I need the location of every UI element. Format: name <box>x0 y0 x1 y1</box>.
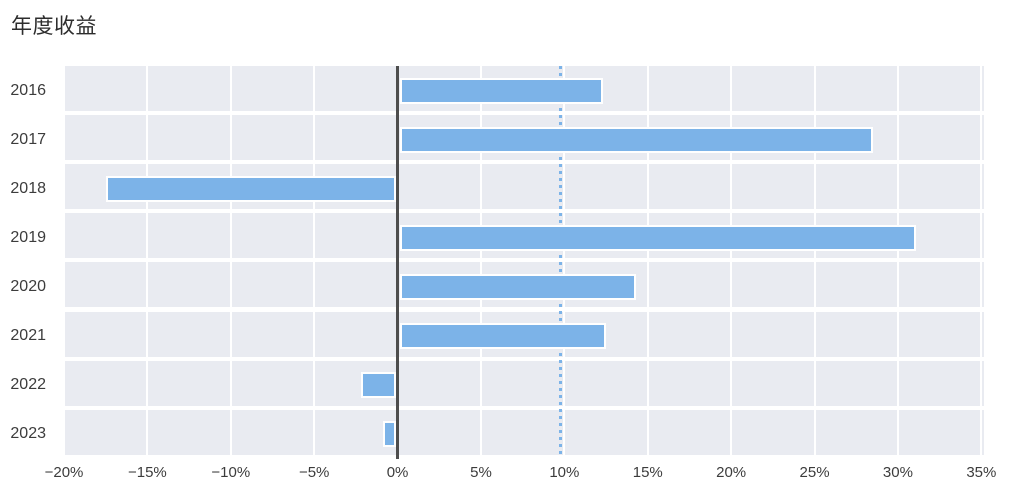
gridline-−10% <box>229 66 232 455</box>
x-axis-label: 20% <box>716 464 747 481</box>
y-axis-label-2017: 2017 <box>10 130 46 148</box>
x-axis-label: 25% <box>799 464 830 481</box>
gridline-25% <box>813 66 816 455</box>
x-axis-label: 5% <box>470 464 492 481</box>
x-axis-label: −20% <box>44 464 84 481</box>
x-axis-label: −10% <box>211 464 251 481</box>
bar-2022[interactable] <box>360 372 396 399</box>
gridline-15% <box>646 66 649 455</box>
y-axis-label-2023: 2023 <box>10 425 46 443</box>
bar-2023[interactable] <box>382 421 396 448</box>
bar-2020[interactable] <box>399 273 637 300</box>
x-axis-label: 10% <box>549 464 580 481</box>
bar-2016[interactable] <box>399 77 603 104</box>
x-axis-label: 30% <box>882 464 913 481</box>
gridline-20% <box>730 66 733 455</box>
row-band-2022 <box>64 360 984 406</box>
y-axis-label-2022: 2022 <box>10 376 46 394</box>
bar-2018[interactable] <box>105 175 396 202</box>
gridline-−20% <box>63 66 65 455</box>
chart-title: 年度收益 <box>11 15 97 38</box>
y-axis-label-2016: 2016 <box>10 81 46 99</box>
row-band-2023 <box>64 409 984 455</box>
x-axis-label: 0% <box>386 464 409 481</box>
plot-area: 2016 2017 2018 2019 2020 2021 2022 2023 −20% −15%… <box>10 66 996 481</box>
y-axis-label-2018: 2018 <box>10 179 46 197</box>
bar-2019[interactable] <box>399 224 917 251</box>
gridline-10% <box>563 66 566 455</box>
bar-2021[interactable] <box>399 323 607 349</box>
gridline-−5% <box>313 66 316 455</box>
x-axis-label: −5% <box>298 464 330 481</box>
gridline-−15% <box>146 66 149 455</box>
x-axis-label: 15% <box>632 464 663 481</box>
x-axis-label: 35% <box>966 464 997 481</box>
y-axis-label-2021: 2021 <box>10 327 46 344</box>
bar-2017[interactable] <box>399 126 873 153</box>
gridline-30% <box>896 66 899 455</box>
y-axis-label-2020: 2020 <box>10 277 46 295</box>
y-axis-label-2019: 2019 <box>10 228 46 246</box>
mean-dotted-line <box>558 66 562 455</box>
gridline-35% <box>980 66 983 455</box>
x-axis-label: −15% <box>127 464 167 481</box>
zero-axis-line <box>396 66 400 459</box>
gridline-5% <box>479 66 482 455</box>
